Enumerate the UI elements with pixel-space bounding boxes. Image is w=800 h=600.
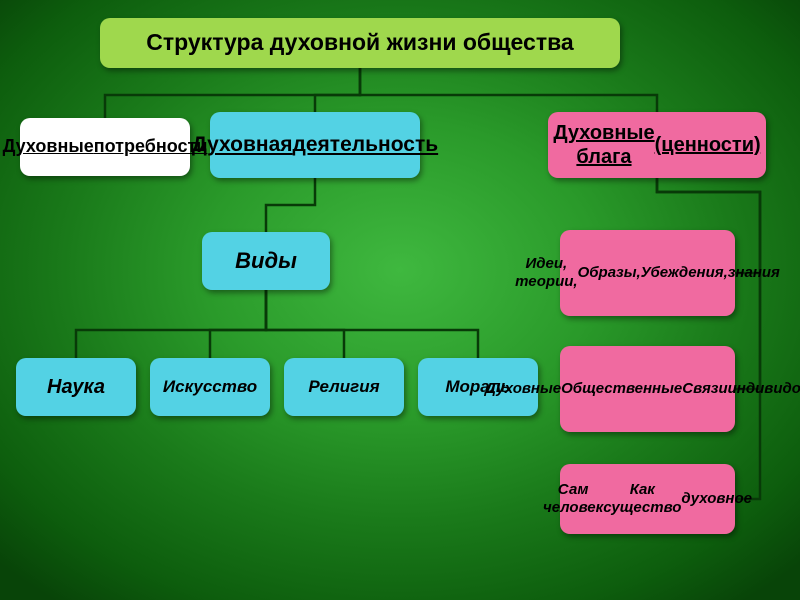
node-goods: Духовные блага(ценности) <box>548 112 766 178</box>
edge-types-religion <box>266 290 344 358</box>
edge-types-art <box>210 290 266 358</box>
edge-title-goods <box>360 68 657 112</box>
edge-title-activity <box>315 68 360 112</box>
edge-activity-types <box>266 178 315 232</box>
node-religion: Религия <box>284 358 404 416</box>
node-title: Структура духовной жизни общества <box>100 18 620 68</box>
node-activity: Духовнаядеятельность <box>210 112 420 178</box>
edge-goods-human <box>657 178 760 499</box>
node-ideas: Идеи, теории,Образы,Убеждения,знания <box>560 230 735 316</box>
node-science: Наука <box>16 358 136 416</box>
edge-types-science <box>76 290 266 358</box>
node-needs: Духовныепотребности <box>20 118 190 176</box>
node-art: Искусство <box>150 358 270 416</box>
node-types: Виды <box>202 232 330 290</box>
edge-title-needs <box>105 68 360 118</box>
node-human: Сам человекКак существодуховное <box>560 464 735 534</box>
edge-types-moral <box>266 290 478 358</box>
node-relations: ДуховныеОбщественныеСвязииндивидов <box>560 346 735 432</box>
